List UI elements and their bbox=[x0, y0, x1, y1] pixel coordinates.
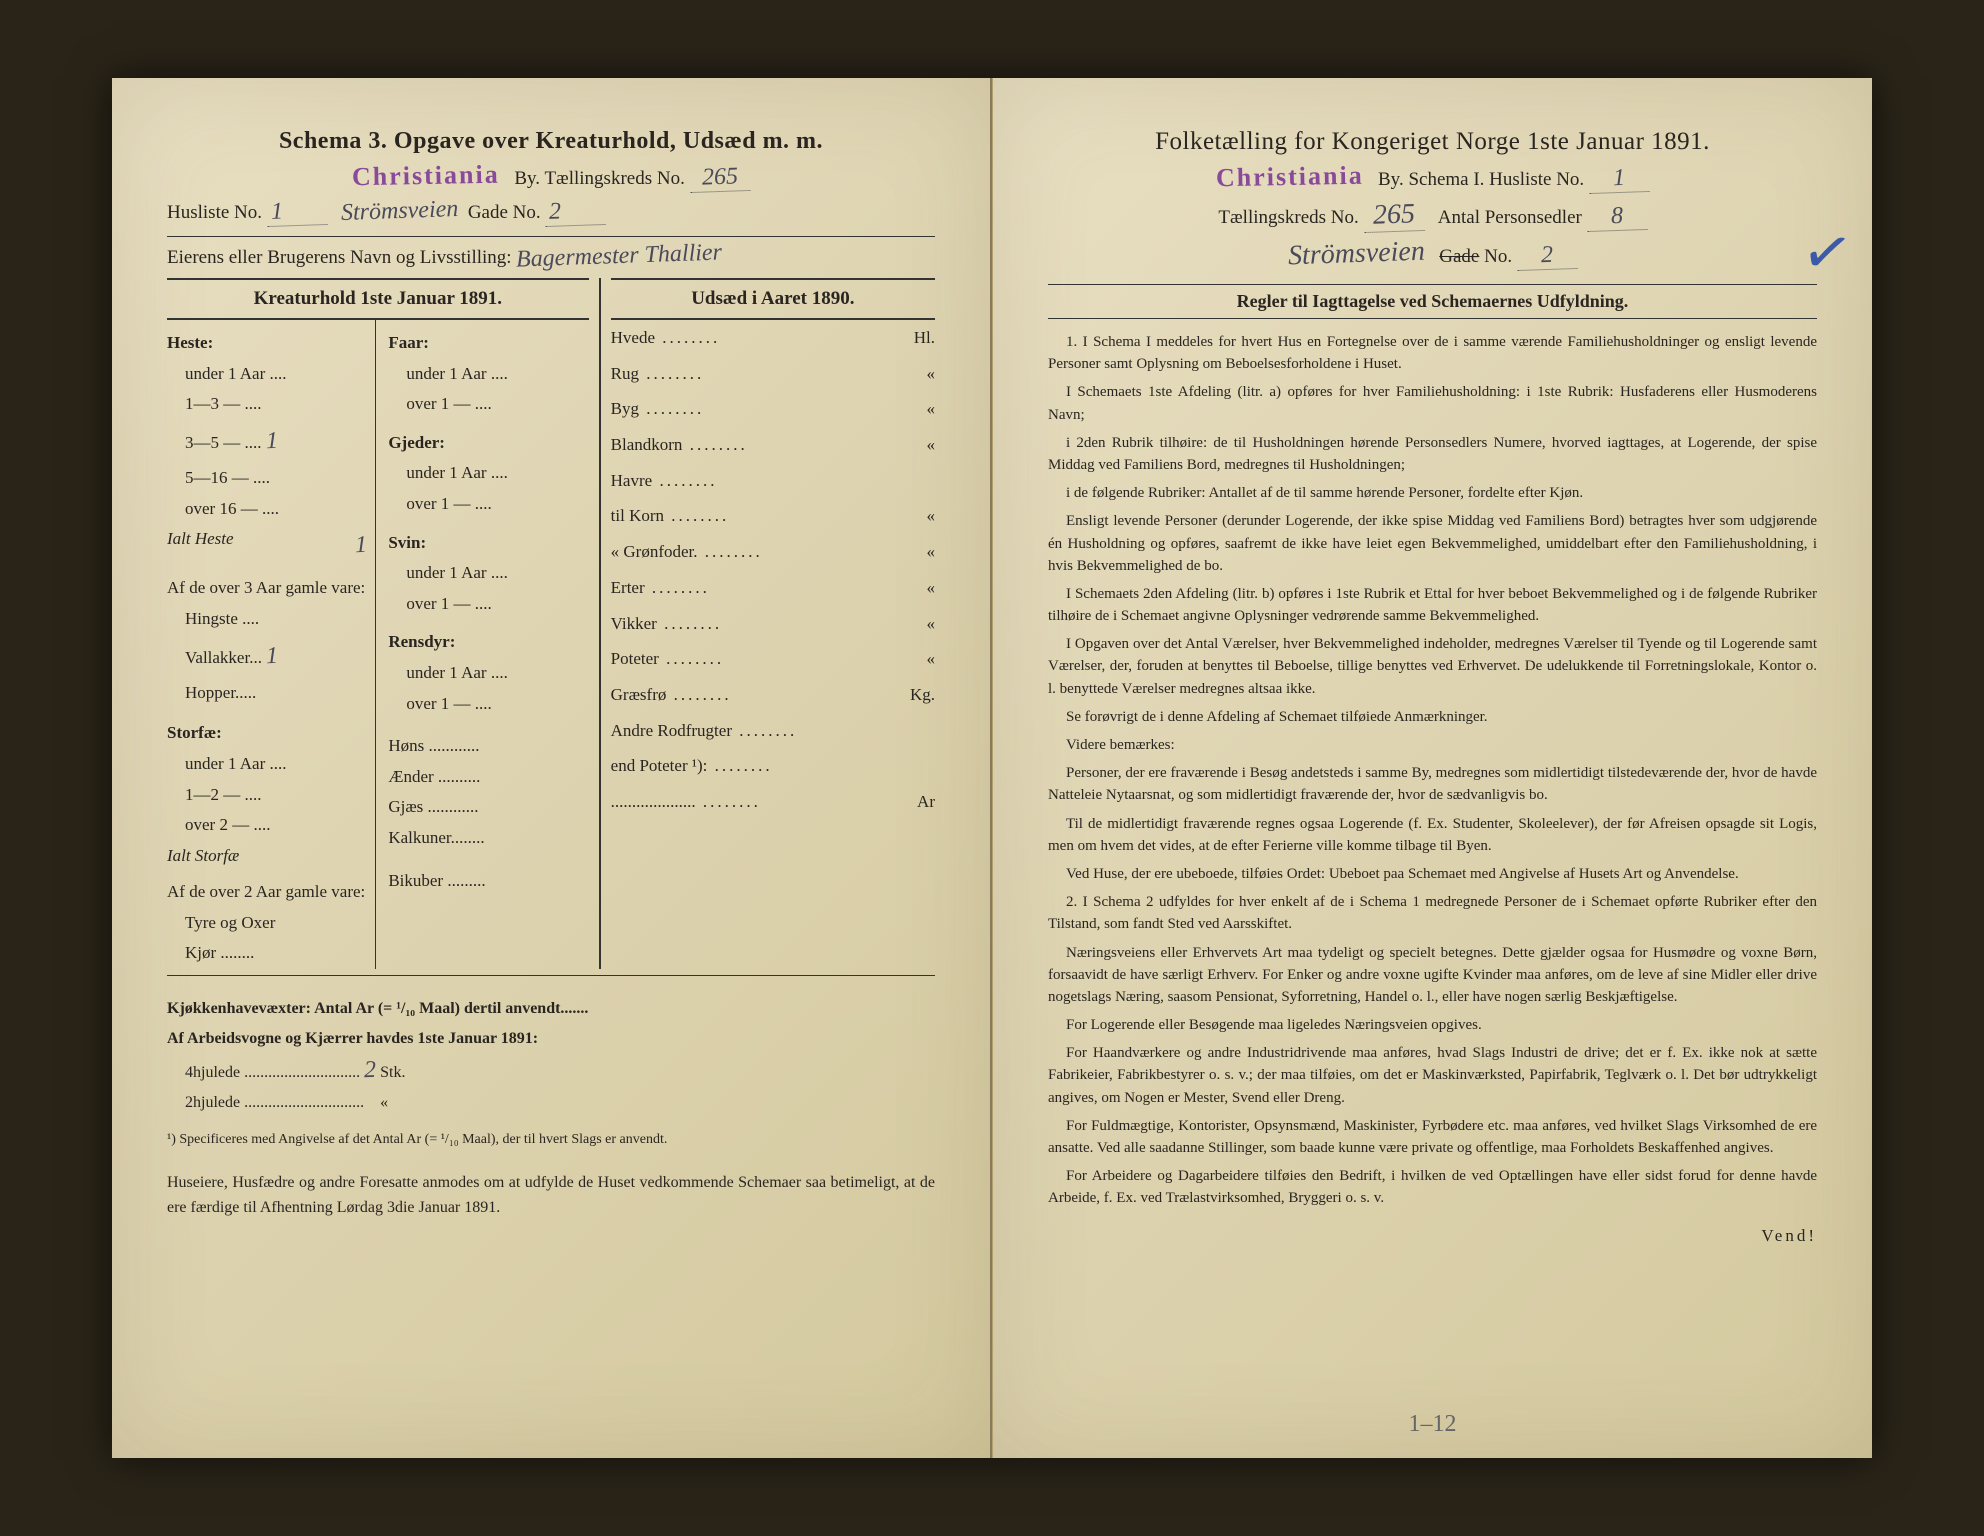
seed-row: HvedeHl. bbox=[611, 320, 935, 356]
seed-row: Poteter« bbox=[611, 641, 935, 677]
seed-row: end Poteter ¹): bbox=[611, 748, 935, 784]
rules-paragraph: Se forøvrigt de i denne Afdeling af Sche… bbox=[1048, 706, 1817, 728]
seed-row: Rug« bbox=[611, 356, 935, 392]
city-line-r: Christiania By. Schema I. Husliste No. 1 bbox=[1048, 162, 1817, 193]
kreds-no: 265 bbox=[689, 163, 750, 193]
vend-label: Vend! bbox=[1048, 1226, 1817, 1246]
street-line-r: Strömsveien Gade No. 2 bbox=[1048, 238, 1817, 270]
kreds-line-r: Tællingskreds No. 265 Antal Personsedler… bbox=[1048, 199, 1817, 232]
main-columns: Kreaturhold 1ste Januar 1891. Heste: und… bbox=[167, 278, 935, 969]
rules-paragraph: I Opgaven over det Antal Værelser, hver … bbox=[1048, 633, 1817, 700]
rules-paragraph: For Arbeidere og Dagarbeidere tilføies d… bbox=[1048, 1165, 1817, 1209]
seed-row: Blandkorn« bbox=[611, 427, 935, 463]
rules-paragraph: Til de midlertidigt fraværende regnes og… bbox=[1048, 813, 1817, 857]
rules-paragraph: For Logerende eller Besøgende maa ligele… bbox=[1048, 1014, 1817, 1036]
city-stamp: Christiania bbox=[352, 160, 500, 193]
rules-paragraph: I Schemaets 2den Afdeling (litr. b) opfø… bbox=[1048, 583, 1817, 627]
schema-title: Schema 3. Opgave over Kreaturhold, Udsæd… bbox=[167, 128, 935, 155]
pers-no: 8 bbox=[1586, 202, 1647, 232]
seed-row: ....................Ar bbox=[611, 784, 935, 820]
rules-paragraph: For Haandværkere og andre Industridriven… bbox=[1048, 1042, 1817, 1109]
livestock-table: Heste: under 1 Aar .... 1—3 — .... 3—5 —… bbox=[167, 320, 589, 969]
rules-paragraph: 1. I Schema I meddeles for hvert Hus en … bbox=[1048, 331, 1817, 375]
right-page: Folketælling for Kongeriget Norge 1ste J… bbox=[992, 78, 1872, 1458]
seed-row: Byg« bbox=[611, 391, 935, 427]
rules-paragraph: Ensligt levende Personer (derunder Loger… bbox=[1048, 510, 1817, 577]
rules-body: 1. I Schema I meddeles for hvert Hus en … bbox=[1048, 331, 1817, 1210]
rules-paragraph: 2. I Schema 2 udfyldes for hver enkelt a… bbox=[1048, 891, 1817, 935]
rules-paragraph: i 2den Rubrik tilhøire: de til Husholdni… bbox=[1048, 432, 1817, 476]
census-title: Folketælling for Kongeriget Norge 1ste J… bbox=[1048, 128, 1817, 156]
seed-row: « Grønfoder.« bbox=[611, 534, 935, 570]
husliste-line: Husliste No. 1 Strömsveien Gade No. 2 bbox=[167, 198, 935, 226]
gade-no: 2 bbox=[545, 197, 606, 227]
seed-row: Vikker« bbox=[611, 606, 935, 642]
livestock-header: Kreaturhold 1ste Januar 1891. bbox=[167, 278, 589, 320]
pencil-note: 1–12 bbox=[1409, 1411, 1457, 1438]
husliste-no-r: 1 bbox=[1588, 164, 1649, 194]
rules-header: Regler til Iagttagelse ved Schemaernes U… bbox=[1048, 284, 1817, 319]
rules-paragraph: Personer, der ere fraværende i Besøg and… bbox=[1048, 762, 1817, 806]
street-name-r: Strömsveien bbox=[1288, 236, 1426, 273]
seed-header: Udsæd i Aaret 1890. bbox=[611, 278, 935, 320]
document-spread: Schema 3. Opgave over Kreaturhold, Udsæd… bbox=[112, 78, 1872, 1458]
rules-paragraph: i de følgende Rubriker: Antallet af de t… bbox=[1048, 482, 1817, 504]
seed-row: til Korn« bbox=[611, 498, 935, 534]
gade-no-r: 2 bbox=[1516, 241, 1577, 271]
seed-row: Andre Rodfrugter bbox=[611, 713, 935, 749]
seed-row: Havre bbox=[611, 463, 935, 499]
owner-line: Eierens eller Brugerens Navn og Livsstil… bbox=[167, 243, 935, 270]
footer-block: Kjøkkenhavevæxter: Antal Ar (= ¹/₁₀ Maal… bbox=[167, 996, 935, 1221]
footnote: ¹) Specificeres med Angivelse af det Ant… bbox=[167, 1129, 935, 1151]
rules-paragraph: I Schemaets 1ste Afdeling (litr. a) opfø… bbox=[1048, 381, 1817, 425]
city-stamp-r: Christiania bbox=[1216, 161, 1364, 194]
bottom-instructions: Huseiere, Husfædre og andre Foresatte an… bbox=[167, 1170, 935, 1221]
rules-paragraph: Næringsveiens eller Erhvervets Art maa t… bbox=[1048, 942, 1817, 1009]
street-name: Strömsveien bbox=[341, 196, 459, 227]
seed-row: GræsfrøKg. bbox=[611, 677, 935, 713]
blue-checkmark: ✓ bbox=[1796, 214, 1858, 292]
left-page: Schema 3. Opgave over Kreaturhold, Udsæd… bbox=[112, 78, 992, 1458]
husliste-no: 1 bbox=[266, 197, 327, 227]
seed-row: Erter« bbox=[611, 570, 935, 606]
rules-paragraph: Ved Huse, der ere ubeboede, tilføies Ord… bbox=[1048, 863, 1817, 885]
rules-paragraph: For Fuldmægtige, Kontorister, Opsynsmænd… bbox=[1048, 1115, 1817, 1159]
rules-paragraph: Videre bemærkes: bbox=[1048, 734, 1817, 756]
seed-table: HvedeHl.Rug«Byg«Blandkorn«Havre til Korn… bbox=[611, 320, 935, 820]
city-line: Christiania By. Tællingskreds No. 265 bbox=[167, 161, 935, 192]
owner-name: Bagermester Thallier bbox=[516, 239, 723, 273]
kreds-no-r: 265 bbox=[1363, 198, 1424, 233]
